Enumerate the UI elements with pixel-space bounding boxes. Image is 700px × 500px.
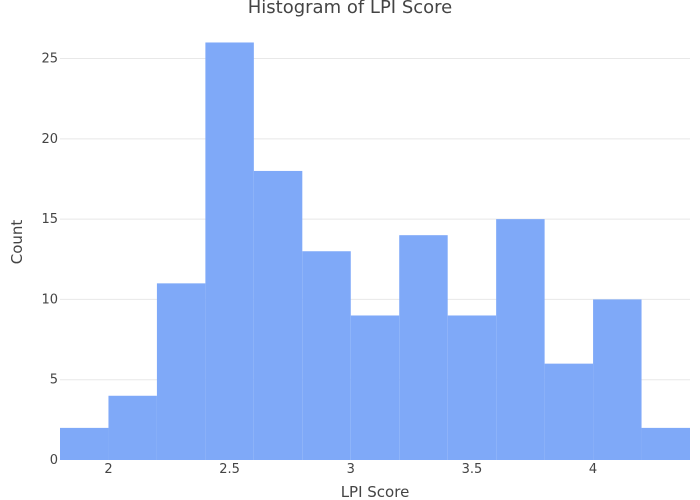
- histogram-bar[interactable]: [544, 363, 594, 460]
- histogram-bar[interactable]: [496, 219, 545, 460]
- x-axis-title: LPI Score: [341, 483, 410, 500]
- histogram-bars: [60, 42, 690, 460]
- histogram-bar[interactable]: [60, 427, 109, 460]
- y-tick-label: 25: [41, 52, 58, 67]
- x-tick-label: 4: [589, 462, 597, 477]
- histogram-bar[interactable]: [302, 251, 351, 460]
- y-axis-ticks: 0 5 10 15 20 25: [41, 52, 58, 468]
- histogram-bar[interactable]: [399, 235, 448, 460]
- y-tick-label: 5: [50, 373, 58, 388]
- x-tick-label: 2.5: [219, 462, 240, 477]
- y-tick-label: 0: [50, 453, 58, 468]
- histogram-bar[interactable]: [447, 315, 497, 460]
- chart-title: Histogram of LPI Score: [248, 0, 453, 18]
- histogram-bar[interactable]: [205, 42, 254, 460]
- y-tick-label: 15: [41, 212, 58, 227]
- histogram-bar[interactable]: [108, 395, 157, 460]
- x-tick-label: 3: [347, 462, 355, 477]
- x-tick-label: 3.5: [462, 462, 483, 477]
- histogram-bar[interactable]: [253, 170, 303, 460]
- histogram-bar[interactable]: [641, 427, 690, 460]
- y-tick-label: 10: [41, 292, 58, 307]
- x-tick-label: 2: [104, 462, 112, 477]
- histogram-bar[interactable]: [593, 299, 642, 460]
- x-axis-ticks: 2 2.5 3 3.5 4: [104, 462, 597, 477]
- y-tick-label: 20: [41, 132, 58, 147]
- histogram-bar[interactable]: [156, 283, 206, 460]
- histogram-bar[interactable]: [350, 315, 400, 460]
- y-axis-title: Count: [8, 220, 26, 265]
